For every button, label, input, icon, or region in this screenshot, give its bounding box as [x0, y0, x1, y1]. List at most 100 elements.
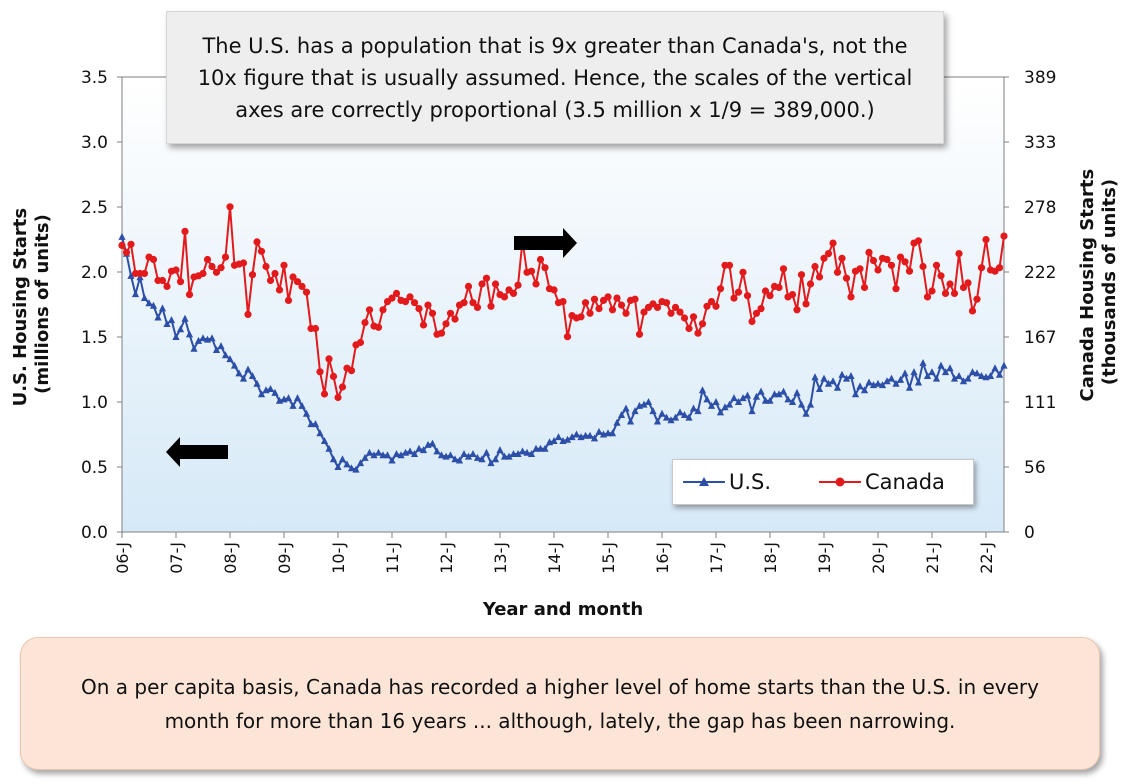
legend-canada-marker-icon: [819, 477, 861, 487]
data-point: [514, 281, 522, 289]
data-point: [415, 444, 423, 452]
data-point: [748, 317, 756, 326]
data-point: [959, 283, 968, 292]
data-point: [923, 372, 932, 379]
data-point: [487, 302, 495, 310]
x-tick-label: 09-J: [275, 542, 294, 574]
data-point: [716, 285, 725, 293]
y-left-tick-label: 3.5: [81, 68, 108, 88]
y-axis-left-ticks: 0.0 0.5 1.0 1.5 2.0 2.5 3.0 3.5: [81, 68, 122, 543]
data-point: [451, 455, 459, 463]
data-point: [878, 381, 887, 389]
data-point: [244, 365, 252, 373]
data-point: [644, 398, 653, 405]
data-point: [707, 401, 716, 409]
data-point: [851, 390, 860, 398]
data-point: [469, 299, 477, 307]
data-point: [509, 450, 518, 457]
data-point: [154, 313, 162, 321]
data-point: [455, 456, 464, 464]
per-capita-note-text: On a per capita basis, Canada has record…: [81, 674, 1039, 733]
data-point: [302, 288, 311, 296]
data-point: [685, 413, 693, 421]
data-point: [640, 400, 648, 408]
data-point: [914, 237, 923, 245]
data-point: [500, 452, 509, 460]
x-tick-label: 22-J: [977, 542, 996, 574]
data-point: [797, 400, 806, 408]
data-point: [257, 247, 266, 255]
data-point: [550, 286, 558, 294]
data-point: [671, 303, 680, 311]
data-point: [221, 351, 230, 359]
data-point: [995, 370, 1004, 378]
data-point: [703, 395, 711, 403]
data-point: [248, 372, 257, 379]
data-point: [527, 450, 536, 457]
data-point: [392, 450, 401, 457]
data-point: [739, 268, 747, 276]
data-point: [181, 314, 189, 322]
data-point: [784, 395, 792, 403]
data-point: [388, 456, 396, 464]
data-point: [973, 295, 981, 303]
data-point: [176, 325, 185, 333]
data-point: [401, 298, 410, 306]
data-point: [289, 401, 297, 409]
data-point: [968, 368, 977, 376]
y-left-tick-label: 0.0: [81, 523, 108, 543]
data-point: [842, 374, 851, 382]
data-point: [689, 313, 698, 321]
series-us: [118, 232, 1008, 473]
data-point: [334, 393, 342, 402]
data-point: [460, 299, 468, 307]
data-point: [388, 294, 396, 302]
data-point: [991, 364, 999, 372]
data-point: [932, 261, 941, 269]
data-point: [352, 465, 360, 473]
data-point: [118, 232, 126, 240]
data-point: [383, 451, 392, 459]
data-point: [941, 368, 950, 376]
legend-label-us: U.S.: [729, 470, 772, 494]
data-point: [226, 355, 234, 363]
data-point: [311, 324, 320, 333]
data-point: [410, 299, 419, 307]
data-point: [248, 271, 257, 279]
data-point: [410, 450, 419, 457]
data-point: [608, 306, 617, 314]
data-point: [905, 267, 914, 275]
data-point: [392, 289, 401, 297]
data-point: [874, 266, 882, 274]
data-point: [775, 390, 783, 398]
legend-item-us: U.S.: [679, 460, 771, 504]
data-point: [577, 313, 585, 321]
data-point: [946, 364, 954, 372]
x-tick-label: 15-J: [599, 542, 618, 574]
data-point: [176, 278, 185, 286]
data-point: [428, 439, 437, 447]
data-point: [437, 451, 446, 459]
data-point: [464, 282, 473, 290]
data-point: [757, 387, 765, 395]
data-point: [491, 280, 500, 288]
y-axis-left-title: U.S. Housing Starts (millions of units): [10, 202, 53, 407]
y-axis-right-ticks: 0 56 111 167 222 278 333 389: [1004, 68, 1056, 543]
data-point: [280, 261, 288, 269]
data-point: [811, 262, 819, 271]
x-tick-label: 12-J: [437, 542, 456, 574]
data-point: [379, 451, 387, 459]
data-point: [725, 261, 734, 269]
data-point: [451, 315, 459, 323]
legend: U.S. Canada: [672, 459, 974, 505]
data-point: [482, 448, 491, 456]
data-point: [356, 459, 365, 467]
data-point: [964, 279, 972, 287]
data-point: [541, 444, 549, 452]
data-point: [149, 255, 158, 264]
data-point: [626, 417, 635, 425]
data-point: [779, 387, 788, 395]
data-point: [797, 271, 806, 279]
legend-us-marker-icon: [683, 477, 725, 486]
